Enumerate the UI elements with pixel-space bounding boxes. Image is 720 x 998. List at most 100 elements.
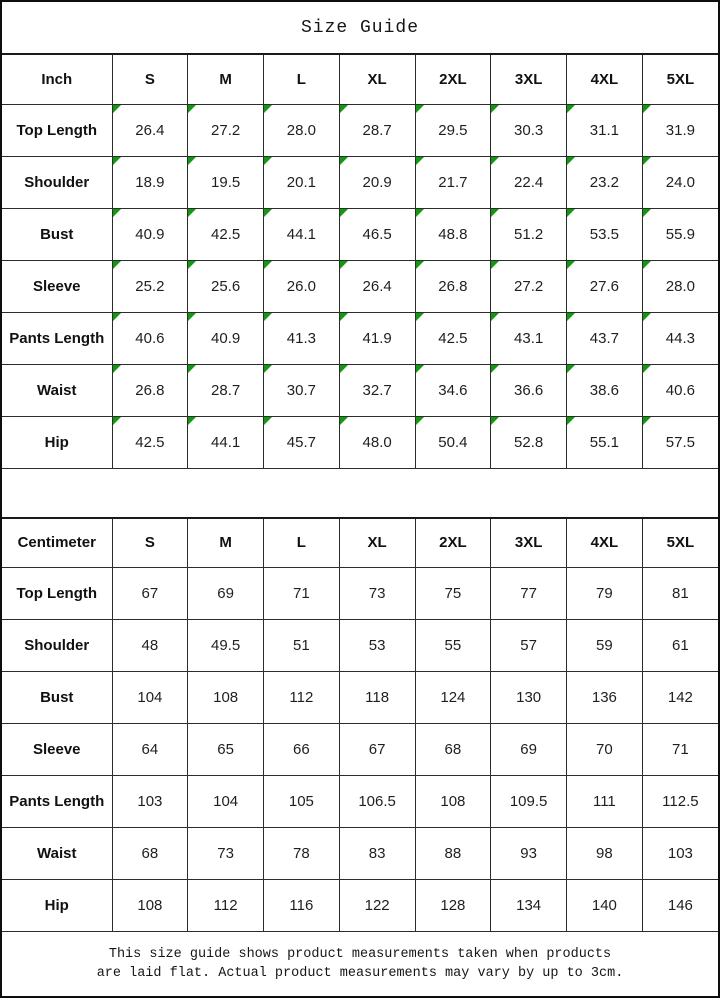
inch-value-cell: 31.1 [566, 103, 643, 157]
centimeter-value: 61 [672, 637, 689, 654]
centimeter-value: 73 [368, 585, 386, 602]
inch-value: 26.4 [362, 277, 392, 295]
green-corner-indicator-icon [491, 104, 500, 113]
centimeter-value-cell: 122 [338, 879, 416, 932]
centimeter-measurement-row: Pants Length 103 104 105 106.5 108 109.5 111 112… [2, 775, 718, 828]
inch-measurement-row: Waist 26.8 28.7 30.7 32.7 34.6 36.6 38.6 40.6 [2, 363, 718, 417]
centimeter-value: 68 [444, 741, 462, 758]
centimeter-value-cell: 75 [414, 567, 492, 620]
inch-size-column-header: 3XL [490, 55, 567, 105]
centimeter-value: 49.5 [211, 637, 241, 654]
inch-value-cell: 42.5 [414, 311, 492, 365]
centimeter-value-cell: 93 [490, 827, 567, 880]
centimeter-value: 71 [672, 741, 689, 758]
centimeter-value-cell: 130 [490, 671, 567, 724]
centimeter-value-cell: 108 [414, 775, 492, 828]
green-corner-indicator-icon [415, 156, 424, 165]
green-corner-indicator-icon [339, 364, 348, 373]
inch-row-label: Shoulder [2, 155, 113, 209]
inch-value-cell: 30.3 [490, 103, 567, 157]
inch-value-cell: 53.5 [566, 207, 643, 261]
inch-value: 41.9 [362, 329, 392, 347]
centimeter-value-cell: 118 [338, 671, 416, 724]
table-spacer [2, 468, 718, 519]
green-corner-indicator-icon [264, 104, 272, 113]
centimeter-value-cell: 105 [263, 775, 340, 828]
footer-note: This size guide shows product measuremen… [2, 932, 718, 996]
inch-value-cell: 40.6 [641, 363, 718, 417]
green-corner-indicator-icon [112, 208, 121, 217]
inch-value: 28.0 [286, 121, 316, 139]
inch-value-cell: 25.2 [111, 259, 189, 313]
centimeter-value: 106.5 [358, 793, 396, 810]
inch-row-label: Bust [2, 207, 113, 261]
centimeter-row-label: Bust [2, 671, 113, 724]
inch-value-cell: 57.5 [641, 415, 718, 469]
green-corner-indicator-icon [567, 156, 575, 165]
centimeter-value: 81 [672, 585, 689, 602]
green-corner-indicator-icon [642, 312, 651, 321]
inch-measurement-row: Shoulder 18.9 19.5 20.1 20.9 21.7 22.4 23.2 24.0 [2, 155, 718, 209]
centimeter-value: 104 [213, 793, 239, 810]
green-corner-indicator-icon [642, 416, 651, 425]
inch-value-cell: 26.0 [263, 259, 340, 313]
inch-value: 32.7 [362, 381, 392, 399]
green-corner-indicator-icon [188, 416, 197, 425]
centimeter-row-label: Waist [2, 827, 113, 880]
centimeter-value-cell: 142 [641, 671, 718, 724]
centimeter-value-cell: 124 [414, 671, 492, 724]
green-corner-indicator-icon [339, 208, 348, 217]
centimeter-value-cell: 111 [566, 775, 643, 828]
centimeter-value: 69 [217, 585, 234, 602]
inch-value: 48.8 [438, 225, 468, 243]
inch-value-cell: 40.9 [111, 207, 189, 261]
centimeter-value: 88 [444, 845, 462, 862]
green-corner-indicator-icon [567, 364, 575, 373]
centimeter-value-cell: 79 [566, 567, 643, 620]
green-corner-indicator-icon [567, 416, 575, 425]
centimeter-value-cell: 103 [641, 827, 718, 880]
centimeter-value-cell: 112 [263, 671, 340, 724]
inch-value: 25.6 [211, 277, 241, 295]
size-tables-container: Inch S M L XL 2XL 3XL 4XL 5XL Top Length 26.4 27.2 2… [2, 55, 718, 932]
inch-measurement-row: Top Length 26.4 27.2 28.0 28.7 29.5 30.3 31.1 31… [2, 103, 718, 157]
green-corner-indicator-icon [415, 416, 424, 425]
centimeter-value-cell: 98 [566, 827, 643, 880]
inch-value: 30.3 [514, 121, 544, 139]
centimeter-value-cell: 48 [111, 619, 189, 672]
inch-row-label: Sleeve [2, 259, 113, 313]
centimeter-value: 98 [596, 845, 613, 862]
centimeter-unit-header-cell: Centimeter [2, 518, 113, 568]
centimeter-value: 71 [293, 585, 310, 602]
centimeter-value: 128 [440, 897, 466, 914]
centimeter-value: 64 [141, 741, 159, 758]
inch-value-cell: 19.5 [187, 155, 264, 209]
green-corner-indicator-icon [188, 156, 197, 165]
centimeter-header-row: Centimeter S M L XL 2XL 3XL 4XL 5XL [2, 518, 718, 568]
centimeter-value-cell: 53 [338, 619, 416, 672]
inch-value-cell: 40.9 [187, 311, 264, 365]
centimeter-value: 112.5 [662, 793, 699, 810]
inch-value: 24.0 [665, 173, 695, 191]
green-corner-indicator-icon [112, 416, 121, 425]
centimeter-value: 67 [141, 585, 159, 602]
green-corner-indicator-icon [491, 312, 500, 321]
inch-value: 28.0 [665, 277, 695, 295]
centimeter-value: 140 [591, 897, 617, 914]
inch-value-cell: 23.2 [566, 155, 643, 209]
inch-value-cell: 24.0 [641, 155, 718, 209]
centimeter-value-cell: 73 [338, 567, 416, 620]
centimeter-value: 69 [520, 741, 537, 758]
green-corner-indicator-icon [642, 156, 651, 165]
centimeter-value: 93 [520, 845, 537, 862]
inch-value: 43.7 [589, 329, 619, 347]
centimeter-value: 57 [520, 637, 537, 654]
centimeter-value-cell: 104 [111, 671, 189, 724]
centimeter-value: 66 [293, 741, 310, 758]
green-corner-indicator-icon [642, 260, 651, 269]
green-corner-indicator-icon [567, 208, 575, 217]
centimeter-value-cell: 49.5 [187, 619, 264, 672]
centimeter-measurement-row: Top Length 67 69 71 73 75 77 79 81 [2, 567, 718, 620]
inch-value-cell: 26.8 [111, 363, 189, 417]
inch-value: 28.7 [211, 381, 241, 399]
